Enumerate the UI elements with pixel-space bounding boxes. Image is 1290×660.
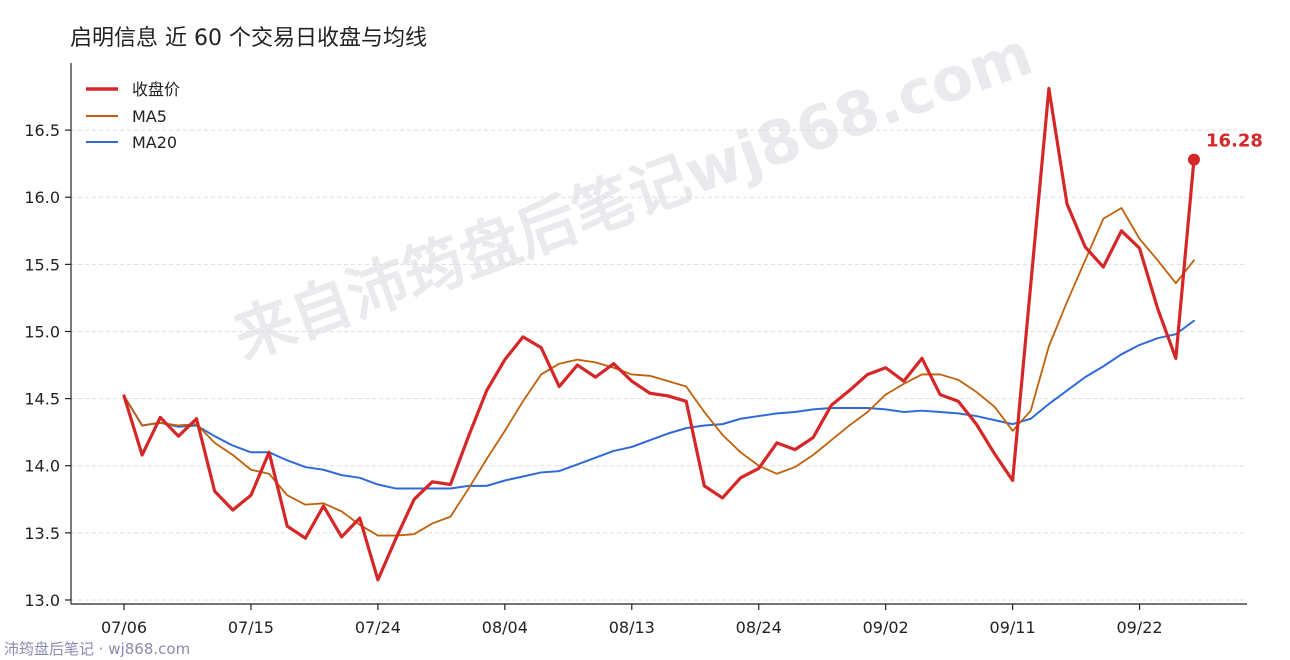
chart-title: 启明信息 近 60 个交易日收盘与均线 [70, 26, 427, 51]
x-tick-label: 07/24 [355, 618, 401, 637]
legend-label-ma20: MA20 [132, 133, 177, 152]
legend-label-close: 收盘价 [132, 80, 180, 99]
footer-text: 沛筠盘后笔记 · wj868.com [4, 640, 190, 658]
y-tick-label: 15.5 [24, 255, 60, 274]
x-tick-label: 07/15 [228, 618, 274, 637]
series-line-ma20 [123, 319, 1195, 490]
y-tick-label: 13.0 [24, 591, 60, 610]
x-tick-label: 09/11 [990, 618, 1036, 637]
x-tick-label: 08/04 [482, 618, 528, 637]
last-value-label: 16.28 [1206, 131, 1263, 152]
y-tick-label: 13.5 [24, 524, 60, 543]
y-tick-label: 14.5 [24, 390, 60, 409]
x-tick-label: 07/06 [101, 618, 147, 637]
x-tick-label: 08/13 [609, 618, 655, 637]
watermark: 来自沛筠盘后笔记wj868.com [225, 19, 1041, 373]
series-line-close [122, 86, 1196, 582]
x-tick-label: 08/24 [736, 618, 782, 637]
y-tick-label: 16.0 [24, 188, 60, 207]
y-tick-label: 14.0 [24, 457, 60, 476]
y-tick-label: 15.0 [24, 322, 60, 341]
x-tick-label: 09/02 [863, 618, 909, 637]
last-point-marker [1187, 153, 1200, 166]
axes: 13.0 13.5 14.0 14.5 15.0 15.5 16.0 16.5 07/06 07/… [24, 63, 1247, 637]
grid [71, 129, 1247, 601]
series-line-ma5 [123, 207, 1195, 537]
legend-label-ma5: MA5 [132, 107, 167, 126]
y-tick-label: 16.5 [24, 121, 60, 140]
x-tick-label: 09/22 [1117, 618, 1163, 637]
legend: 收盘价 MA5 MA20 [86, 80, 180, 152]
series-layer: 16.28 [122, 86, 1263, 582]
